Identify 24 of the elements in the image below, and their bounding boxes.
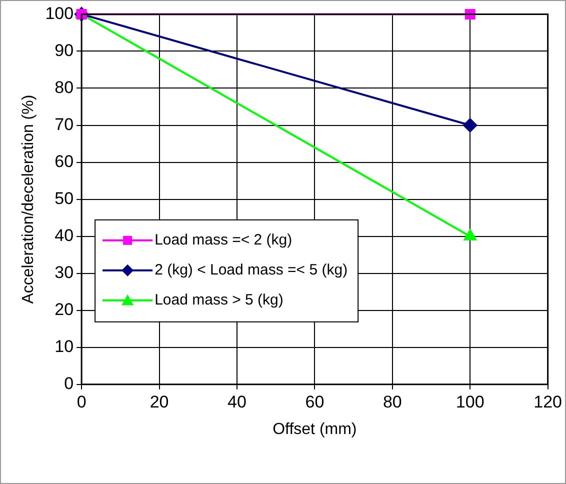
y-tick-label: 90	[54, 40, 74, 60]
legend-label: Load mass =< 2 (kg)	[154, 232, 292, 249]
y-tick-label: 30	[54, 263, 74, 282]
y-tick-label: 60	[54, 152, 74, 171]
x-tick-label: 120	[534, 392, 562, 412]
y-tick-label: 70	[54, 114, 74, 134]
y-tick-label: 80	[54, 78, 74, 97]
y-tick-label: 50	[54, 188, 74, 208]
y-tick-label: 40	[54, 226, 74, 246]
y-tick-label: 20	[54, 300, 74, 320]
legend-label: 2 (kg) < Load mass =< 5 (kg)	[154, 262, 348, 279]
x-tick-label: 20	[150, 392, 169, 412]
x-tick-label: 0	[76, 392, 86, 412]
legend-label: Load mass > 5 (kg)	[154, 292, 284, 309]
x-tick-label: 80	[382, 392, 402, 412]
y-axis-title: Acceleration/deceleration (%)	[20, 94, 38, 304]
x-tick-label: 100	[456, 392, 484, 412]
x-axis-title: Offset (mm)	[272, 420, 357, 438]
y-tick-label: 100	[45, 4, 74, 23]
x-tick-label: 40	[228, 392, 246, 412]
x-tick-label: 60	[305, 392, 324, 412]
y-tick-label: 10	[54, 337, 74, 356]
point	[463, 118, 478, 132]
y-tick-label: 0	[64, 374, 74, 394]
